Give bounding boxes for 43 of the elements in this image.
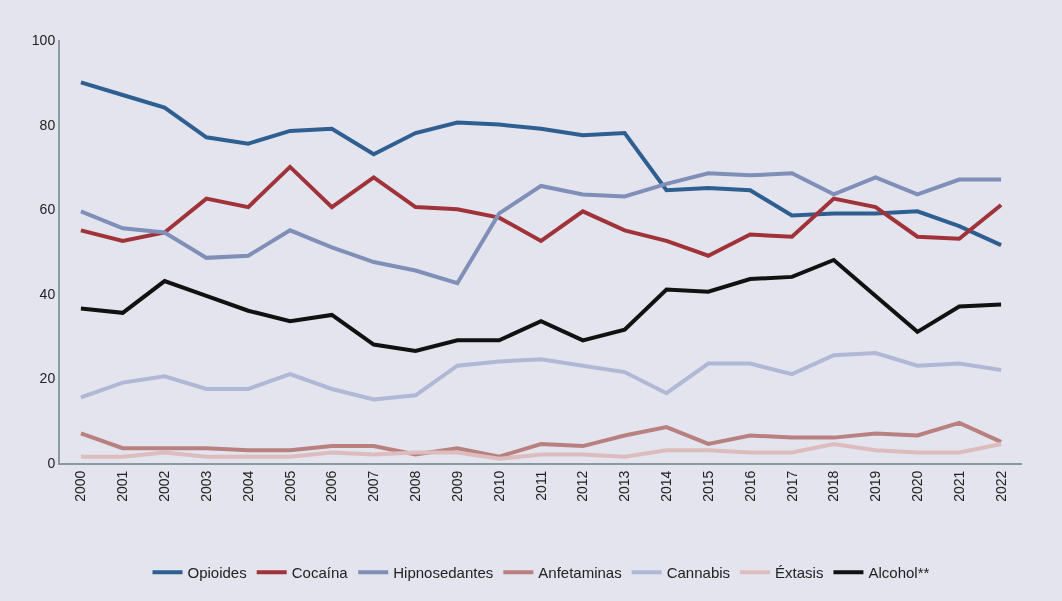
y-tick-label: 60	[39, 201, 56, 218]
legend-label: Hipnosedantes	[393, 564, 494, 582]
x-tick-label: 2013	[616, 470, 633, 502]
x-tick-label: 2007	[365, 470, 382, 502]
line-series	[78, 171, 1004, 286]
line-series	[78, 441, 1004, 461]
line-series	[78, 351, 1004, 402]
x-tick-label: 2009	[448, 470, 465, 502]
y-tick-label: 20	[39, 370, 56, 387]
x-tick-label: 2018	[825, 470, 842, 502]
y-tick-label: 100	[31, 31, 56, 48]
x-tick-label: 2001	[114, 470, 131, 502]
legend-label: Opioides	[187, 564, 247, 582]
y-tick-label: 80	[39, 116, 56, 133]
y-tick-label: 40	[39, 285, 56, 302]
legend-label: Cocaína	[291, 564, 349, 582]
x-tick-label: 2005	[281, 470, 298, 502]
x-tick-label: 2021	[950, 470, 967, 502]
x-tick-label: 2016	[741, 470, 758, 502]
line-series	[78, 80, 1004, 248]
x-tick-label: 2022	[992, 470, 1009, 502]
x-tick-label: 2006	[323, 470, 340, 502]
legend-label: Anfetaminas	[538, 564, 622, 582]
x-tick-label: 2003	[197, 470, 214, 502]
x-tick-label: 2014	[658, 470, 675, 502]
x-tick-label: 2015	[699, 470, 716, 502]
line-series	[78, 420, 1004, 459]
x-tick-label: 2000	[72, 470, 89, 502]
x-tick-label: 2008	[407, 470, 424, 502]
line-series	[78, 257, 1004, 353]
legend-label: Éxtasis	[775, 564, 824, 582]
legend-label: Alcohol**	[868, 564, 930, 582]
x-tick-label: 2002	[156, 470, 173, 502]
x-tick-label: 2010	[490, 470, 507, 502]
x-tick-label: 2019	[867, 470, 884, 502]
x-tick-label: 2011	[532, 470, 549, 501]
x-tick-label: 2020	[908, 470, 925, 502]
x-tick-label: 2004	[239, 470, 256, 502]
legend-label: Cannabis	[666, 564, 731, 582]
line-series	[78, 164, 1004, 258]
y-tick-label: 0	[47, 454, 56, 471]
x-tick-label: 2012	[574, 470, 591, 502]
x-tick-label: 2017	[783, 470, 800, 502]
